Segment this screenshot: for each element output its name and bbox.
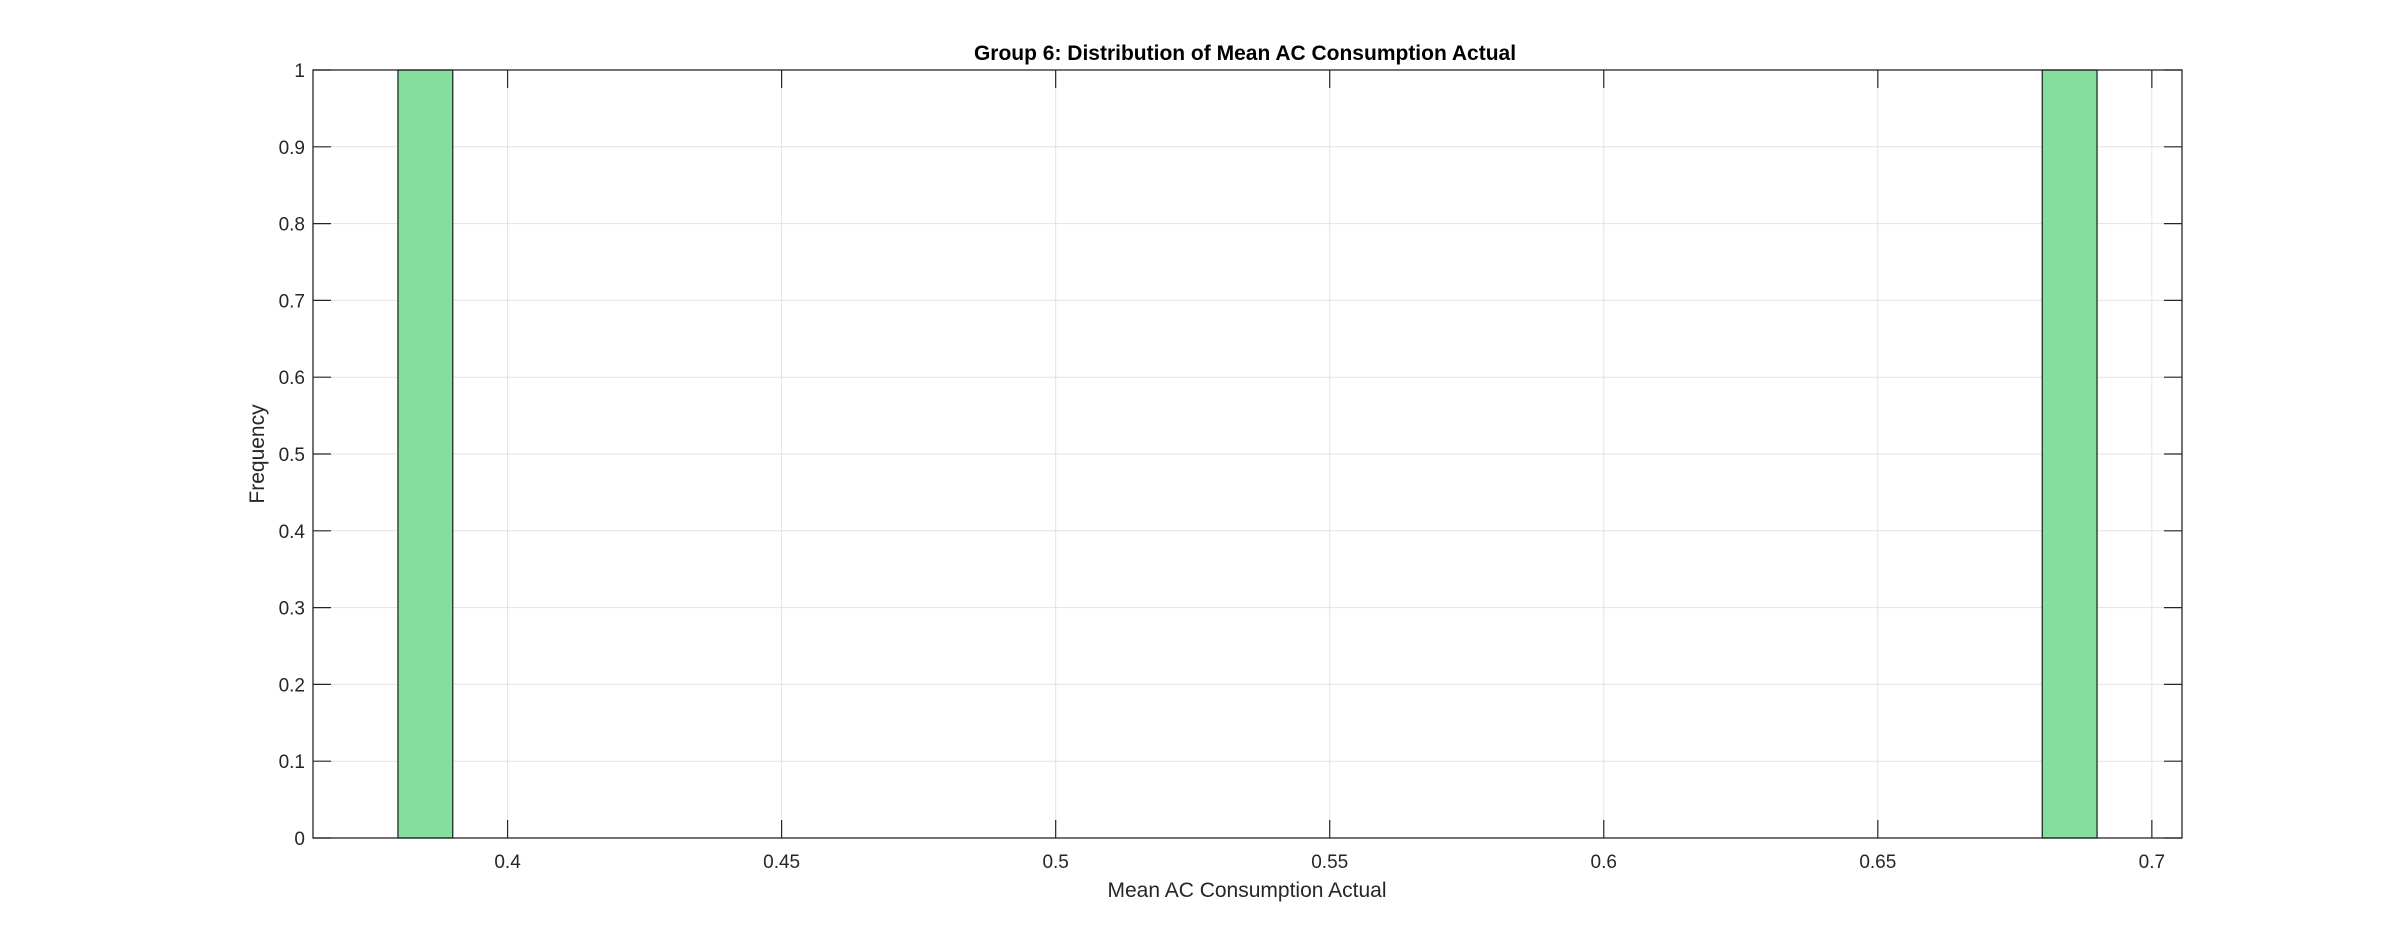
y-tick-label: 0.2: [279, 675, 305, 696]
x-tick-label: 0.6: [1591, 852, 1617, 873]
x-tick-label: 0.45: [763, 852, 800, 873]
x-tick-label: 0.7: [2139, 852, 2165, 873]
x-tick-label: 0.5: [1042, 852, 1068, 873]
y-tick-label: 0.7: [279, 291, 305, 312]
histogram-bars: [397, 69, 2098, 839]
y-tick-labels: 0 0.1 0.2 0.3 0.4 0.5 0.6 0.7 0.8 0.9 1: [279, 61, 306, 850]
y-tick-label: 0.4: [279, 522, 306, 543]
x-tick-label: 0.65: [1859, 852, 1896, 873]
y-tick-label: 0: [294, 829, 305, 850]
y-tick-label: 0.5: [279, 445, 305, 466]
y-axis-label: Frequency: [246, 404, 269, 504]
x-tick-labels: 0.4 0.45 0.5 0.55 0.6 0.65 0.7: [494, 852, 2165, 873]
y-tick-label: 1: [294, 61, 305, 82]
plot-frame: [312, 69, 2183, 839]
y-tick-label: 0.8: [279, 215, 305, 236]
histogram-bar-2: [2041, 69, 2098, 839]
x-tick-label: 0.4: [494, 852, 521, 873]
x-tick-label: 0.55: [1311, 852, 1348, 873]
x-axis-label: Mean AC Consumption Actual: [1108, 879, 1387, 902]
y-tick-label: 0.1: [279, 752, 305, 773]
y-tick-label: 0.9: [279, 138, 305, 159]
y-tick-label: 0.6: [279, 368, 305, 389]
y-tick-label: 0.3: [279, 599, 305, 620]
chart-title: Group 6: Distribution of Mean AC Consump…: [974, 42, 1516, 65]
histogram-bar-1: [397, 69, 454, 839]
